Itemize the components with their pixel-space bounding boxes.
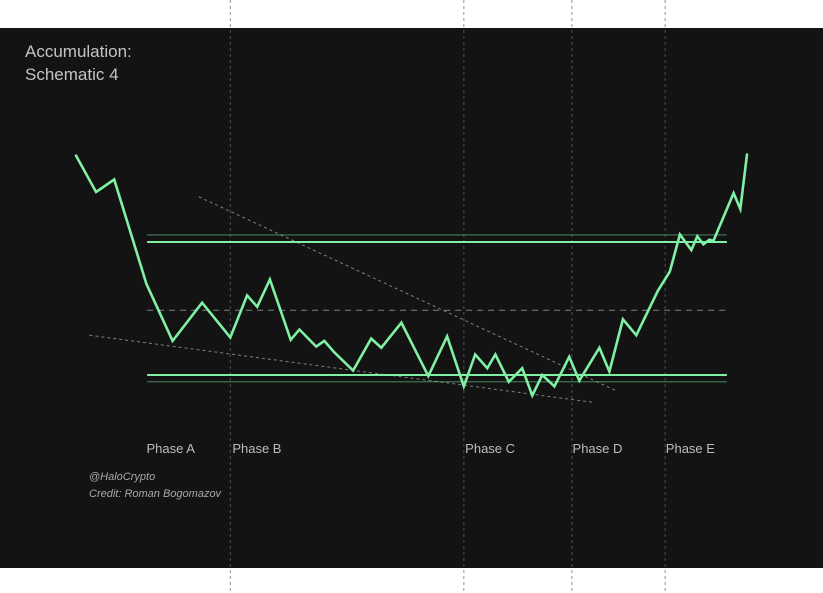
price-series — [74, 153, 749, 399]
chart-title-line2: Schematic 4 — [25, 65, 119, 84]
chart-title-line1: Accumulation: — [25, 42, 132, 61]
level-lines — [147, 234, 727, 383]
trendline-lower — [89, 334, 593, 403]
phase-label-c: Phase C — [465, 441, 515, 456]
phase-dividers — [229, 0, 666, 593]
phase-label-b: Phase B — [232, 441, 281, 456]
phase-label-a: Phase A — [146, 441, 195, 456]
chart-panel — [0, 28, 823, 568]
phase-label-d: Phase D — [573, 441, 623, 456]
phase-labels: Phase A Phase B Phase C Phase D Phase E — [146, 441, 715, 456]
price-line-1 — [74, 153, 749, 399]
credit-handle: @HaloCrypto — [89, 471, 156, 483]
trendline-upper — [198, 196, 618, 392]
trendlines — [89, 196, 618, 403]
credit-author: Credit: Roman Bogomazov — [89, 488, 222, 500]
phase-label-e: Phase E — [666, 441, 715, 456]
